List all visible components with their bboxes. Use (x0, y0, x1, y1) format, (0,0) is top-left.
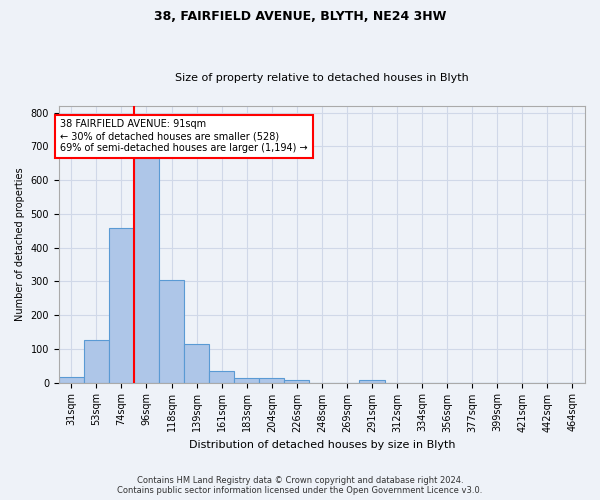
Bar (84, 340, 109, 382)
Text: 38, FAIRFIELD AVENUE, BLYTH, NE24 3HW: 38, FAIRFIELD AVENUE, BLYTH, NE24 3HW (154, 10, 446, 23)
Text: 38 FAIRFIELD AVENUE: 91sqm
← 30% of detached houses are smaller (528)
69% of sem: 38 FAIRFIELD AVENUE: 91sqm ← 30% of deta… (60, 120, 308, 152)
Bar (259, 378, 284, 382)
Bar (209, 372, 234, 382)
Title: Size of property relative to detached houses in Blyth: Size of property relative to detached ho… (175, 73, 469, 83)
Text: Contains HM Land Registry data © Crown copyright and database right 2024.
Contai: Contains HM Land Registry data © Crown c… (118, 476, 482, 495)
Y-axis label: Number of detached properties: Number of detached properties (15, 168, 25, 321)
Bar (184, 344, 209, 383)
Bar (234, 378, 259, 382)
Bar (109, 228, 134, 382)
X-axis label: Distribution of detached houses by size in Blyth: Distribution of detached houses by size … (188, 440, 455, 450)
Bar (159, 280, 184, 382)
Bar (284, 380, 310, 382)
Bar (134, 158, 159, 382)
Bar (359, 380, 385, 382)
Bar (59, 377, 84, 382)
